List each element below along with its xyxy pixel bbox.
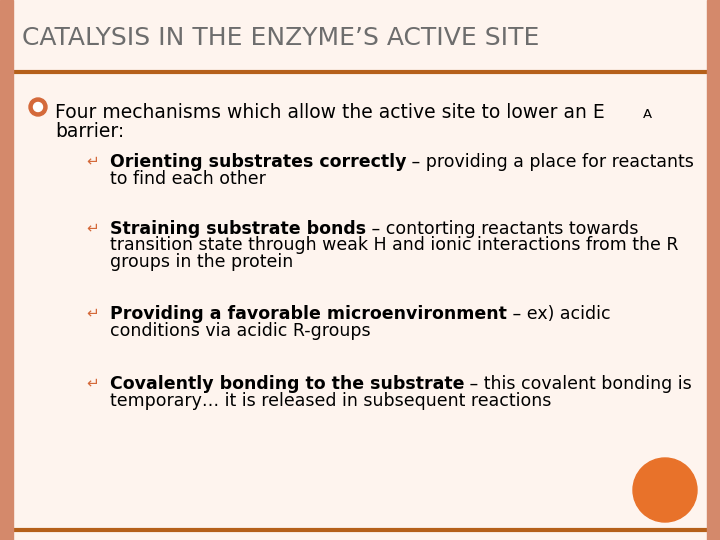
Text: Orienting substrates correctly: Orienting substrates correctly xyxy=(110,153,407,171)
Text: groups in the protein: groups in the protein xyxy=(110,253,293,271)
Text: to find each other: to find each other xyxy=(110,170,266,187)
Text: ↵: ↵ xyxy=(86,375,99,390)
Text: – providing a place for reactants: – providing a place for reactants xyxy=(407,153,694,171)
Text: ↵: ↵ xyxy=(86,153,99,168)
Text: – contorting reactants towards: – contorting reactants towards xyxy=(366,220,639,238)
Circle shape xyxy=(633,458,697,522)
Text: Straining substrate bonds: Straining substrate bonds xyxy=(110,220,366,238)
Text: ↵: ↵ xyxy=(86,305,99,320)
Text: Covalently bonding to the substrate: Covalently bonding to the substrate xyxy=(110,375,464,393)
Bar xyxy=(0,0,13,540)
Text: A: A xyxy=(643,108,652,121)
Text: conditions via acidic R-groups: conditions via acidic R-groups xyxy=(110,321,371,340)
Circle shape xyxy=(29,98,47,116)
Text: – this covalent bonding is: – this covalent bonding is xyxy=(464,375,692,393)
Text: Four mechanisms which allow the active site to lower an E: Four mechanisms which allow the active s… xyxy=(55,103,605,122)
Circle shape xyxy=(34,103,42,111)
Bar xyxy=(707,0,720,540)
Text: CATALYSIS IN THE ENZYME’S ACTIVE SITE: CATALYSIS IN THE ENZYME’S ACTIVE SITE xyxy=(22,26,539,50)
Text: barrier:: barrier: xyxy=(55,122,125,141)
Text: temporary… it is released in subsequent reactions: temporary… it is released in subsequent … xyxy=(110,392,552,409)
Text: ↵: ↵ xyxy=(86,220,99,235)
Text: transition state through weak H and ionic interactions from the R: transition state through weak H and ioni… xyxy=(110,237,678,254)
Text: Providing a favorable microenvironment: Providing a favorable microenvironment xyxy=(110,305,507,323)
Text: – ex) acidic: – ex) acidic xyxy=(507,305,611,323)
